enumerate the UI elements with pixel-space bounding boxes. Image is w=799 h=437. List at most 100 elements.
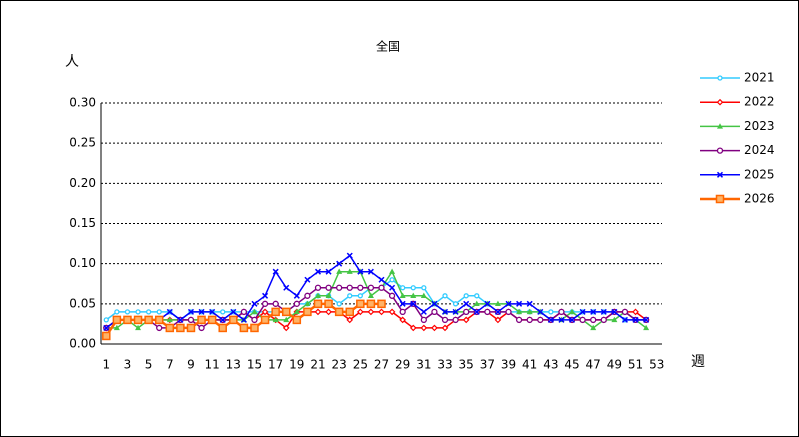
marker xyxy=(240,308,248,316)
marker xyxy=(283,316,290,323)
marker xyxy=(579,316,586,324)
marker xyxy=(124,309,131,315)
marker xyxy=(494,316,502,324)
marker xyxy=(356,308,364,316)
x-tick-label: 43 xyxy=(543,358,558,372)
marker xyxy=(282,324,290,332)
marker xyxy=(400,285,406,291)
marker xyxy=(166,308,173,315)
marker xyxy=(197,315,206,325)
marker xyxy=(346,316,354,324)
marker xyxy=(261,308,269,316)
marker xyxy=(463,293,469,299)
marker xyxy=(336,260,343,267)
marker xyxy=(283,284,290,291)
marker xyxy=(102,331,111,341)
series-line xyxy=(105,254,647,329)
legend-marker xyxy=(716,171,724,178)
marker xyxy=(154,315,164,325)
marker xyxy=(251,316,258,324)
marker xyxy=(409,324,417,332)
marker xyxy=(590,308,597,315)
marker xyxy=(112,315,122,325)
y-tick-label: 0.00 xyxy=(69,337,96,351)
marker xyxy=(431,308,438,316)
marker xyxy=(272,316,279,323)
x-tick-label: 25 xyxy=(353,358,368,372)
marker xyxy=(378,308,385,316)
marker xyxy=(590,324,597,331)
x-axis-label: 週 xyxy=(691,354,705,370)
marker xyxy=(399,300,406,307)
legend-label: 2023 xyxy=(744,119,775,133)
marker xyxy=(336,284,343,291)
marker xyxy=(611,316,618,323)
marker xyxy=(526,316,533,324)
marker xyxy=(547,316,554,323)
marker xyxy=(632,316,639,323)
marker xyxy=(388,308,396,316)
marker xyxy=(537,316,544,324)
marker xyxy=(516,300,523,307)
x-tick-label: 7 xyxy=(166,358,174,372)
y-tick-label: 0.15 xyxy=(69,216,96,230)
x-tick-label: 51 xyxy=(628,358,643,372)
marker xyxy=(251,308,258,315)
marker xyxy=(410,300,417,307)
legend-marker xyxy=(715,194,725,204)
marker xyxy=(304,300,311,307)
marker xyxy=(133,315,143,325)
marker xyxy=(420,292,427,298)
y-tick-label: 0.05 xyxy=(69,296,96,310)
marker xyxy=(463,300,470,307)
marker xyxy=(144,315,153,325)
marker xyxy=(431,300,438,307)
marker xyxy=(187,308,195,315)
marker xyxy=(515,316,523,324)
marker xyxy=(103,324,110,331)
marker xyxy=(505,300,512,307)
marker xyxy=(474,293,480,299)
marker xyxy=(198,324,205,332)
x-tick-label: 41 xyxy=(522,358,537,372)
marker xyxy=(272,300,279,307)
marker xyxy=(336,301,342,307)
marker xyxy=(262,292,269,299)
marker xyxy=(357,268,364,275)
marker xyxy=(643,316,650,323)
marker xyxy=(165,323,175,333)
marker xyxy=(325,308,332,316)
marker xyxy=(166,316,173,323)
legend-label: 2026 xyxy=(744,192,775,206)
x-tick-label: 9 xyxy=(187,358,195,372)
chart-title: 全国 xyxy=(376,39,400,54)
marker xyxy=(473,300,480,307)
marker xyxy=(218,323,227,333)
legend-marker xyxy=(716,147,724,154)
legend-marker xyxy=(717,75,723,81)
legend-marker xyxy=(716,98,724,106)
x-tick-label: 29 xyxy=(395,358,410,372)
marker xyxy=(345,307,354,317)
marker xyxy=(135,324,142,331)
marker xyxy=(303,307,312,317)
marker xyxy=(250,323,259,333)
marker xyxy=(114,309,120,315)
marker xyxy=(325,292,332,298)
marker xyxy=(239,323,249,333)
x-tick-label: 37 xyxy=(480,358,495,372)
marker xyxy=(441,316,449,324)
marker xyxy=(441,324,449,332)
marker xyxy=(494,300,501,307)
marker xyxy=(135,309,141,315)
marker xyxy=(378,276,385,283)
marker xyxy=(156,309,162,315)
marker xyxy=(271,307,280,317)
marker xyxy=(621,316,628,323)
marker xyxy=(156,324,163,332)
x-tick-label: 3 xyxy=(124,358,132,372)
marker xyxy=(293,308,300,315)
marker xyxy=(314,292,321,298)
